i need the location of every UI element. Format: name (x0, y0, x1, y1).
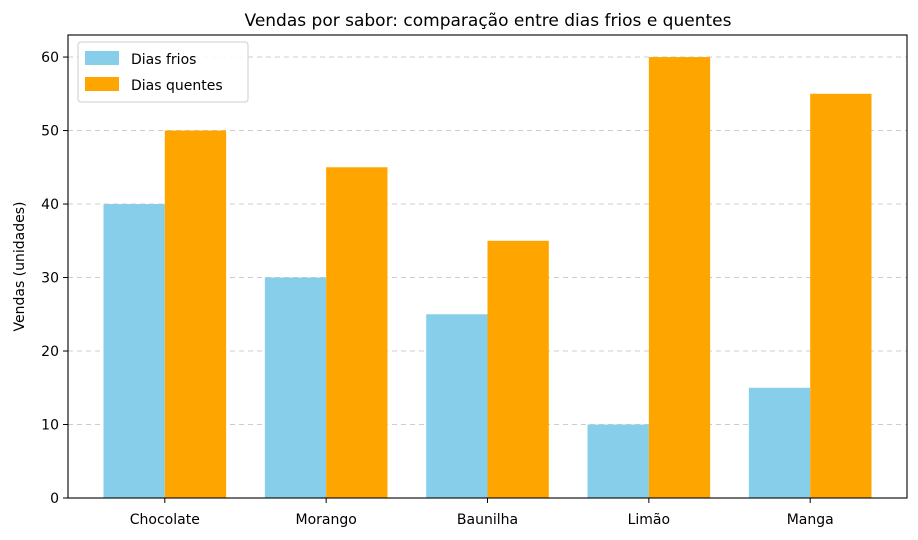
y-tick-label: 60 (41, 50, 59, 66)
bar-dias-quentes (810, 93, 872, 499)
x-tick-label: Manga (787, 512, 834, 528)
x-tick-label: Morango (295, 512, 356, 528)
legend: Dias frios Dias quentes (77, 41, 249, 103)
y-tick-label: 30 (41, 271, 59, 287)
bar-dias-quentes (487, 240, 549, 498)
y-tick-label: 0 (50, 491, 59, 507)
bar-dias-quentes (648, 57, 711, 499)
y-tick-label: 10 (41, 418, 59, 434)
x-tick-label: Baunilha (457, 512, 518, 528)
x-axis: Chocolate Morango Baunilha Limão Manga (130, 498, 834, 528)
bar-dias-frios (264, 277, 327, 498)
bar-dias-frios (587, 424, 649, 498)
y-axis: 0 10 20 30 40 50 60 (41, 50, 68, 507)
bar-dias-quentes (326, 167, 388, 499)
bars (103, 57, 872, 499)
legend-swatch (85, 77, 119, 91)
bar-dias-quentes (164, 130, 227, 499)
y-tick-label: 20 (41, 344, 59, 360)
chart-title: Vendas por sabor: comparação entre dias … (245, 11, 732, 31)
bar-dias-frios (426, 314, 488, 498)
legend-swatch (85, 51, 119, 65)
y-tick-label: 50 (41, 124, 59, 140)
legend-box (77, 41, 249, 103)
x-tick-label: Chocolate (130, 512, 200, 528)
bar-dias-frios (103, 204, 165, 499)
bar-dias-frios (748, 387, 811, 498)
x-tick-label: Limão (628, 512, 670, 528)
legend-label: Dias frios (131, 52, 196, 68)
y-axis-label: Vendas (unidades) (12, 201, 28, 331)
y-tick-label: 40 (41, 197, 59, 213)
legend-label: Dias quentes (131, 78, 223, 94)
